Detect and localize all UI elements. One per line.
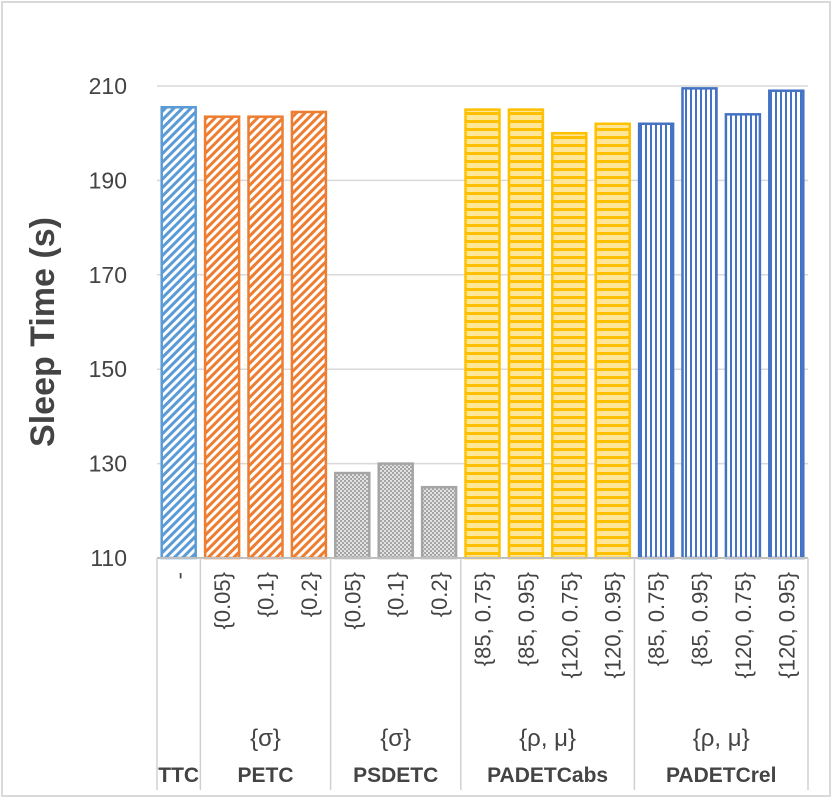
group-name-label: PADETCabs bbox=[487, 764, 608, 787]
category-label: {0.05} bbox=[210, 572, 235, 630]
category-label: {85, 0.95} bbox=[688, 572, 713, 666]
category-label: {85, 0.95} bbox=[514, 572, 539, 666]
bar bbox=[768, 89, 805, 560]
y-tick-label: 150 bbox=[89, 356, 127, 382]
y-tick-label: 130 bbox=[89, 451, 127, 477]
bar bbox=[160, 105, 197, 560]
category-label: {0.1} bbox=[254, 572, 279, 617]
category-label: {120, 0.75} bbox=[557, 572, 582, 678]
bar bbox=[724, 113, 762, 560]
y-tick-label: 210 bbox=[89, 73, 127, 99]
bar bbox=[290, 110, 328, 560]
group-param-label: {σ} bbox=[250, 725, 281, 752]
labels: 110 130 150 170 190 210 Sleep Time (s) - TTC {0.0… bbox=[24, 73, 799, 787]
bar bbox=[247, 115, 284, 560]
category-label: {85, 0.75} bbox=[644, 572, 669, 666]
group-param-label: {ρ, μ} bbox=[519, 725, 576, 752]
bar bbox=[637, 122, 675, 560]
category-label: {0.1} bbox=[384, 572, 409, 617]
bar bbox=[681, 87, 718, 560]
group-param-label: {σ} bbox=[380, 725, 411, 752]
category-label: {0.2} bbox=[297, 572, 322, 617]
bar bbox=[334, 471, 371, 560]
category-label: {120, 0.75} bbox=[731, 572, 756, 678]
bars bbox=[160, 87, 805, 560]
category-label: {85, 0.75} bbox=[471, 572, 496, 666]
bar bbox=[507, 108, 545, 560]
bar bbox=[377, 462, 414, 560]
category-label: - bbox=[167, 572, 192, 579]
y-tick-label: 170 bbox=[89, 262, 127, 288]
category-label: {0.05} bbox=[340, 572, 365, 630]
y-tick-label: 190 bbox=[89, 167, 127, 193]
group-name-label: PETC bbox=[237, 764, 293, 787]
category-label: {120, 0.95} bbox=[601, 572, 626, 678]
y-tick-label: 110 bbox=[90, 545, 127, 571]
category-label: {0.2} bbox=[427, 572, 452, 617]
group-name-label: PSDETC bbox=[353, 764, 438, 787]
bar bbox=[203, 115, 241, 560]
group-name-label: TTC bbox=[158, 764, 199, 787]
group-param-label: {ρ, μ} bbox=[693, 725, 750, 752]
bar bbox=[464, 108, 501, 560]
bar bbox=[420, 485, 458, 560]
bar bbox=[594, 122, 631, 560]
y-axis-label: Sleep Time (s) bbox=[24, 217, 62, 447]
category-label: {120, 0.95} bbox=[774, 572, 799, 678]
bar bbox=[551, 131, 588, 560]
group-name-label: PADETCrel bbox=[666, 764, 776, 787]
